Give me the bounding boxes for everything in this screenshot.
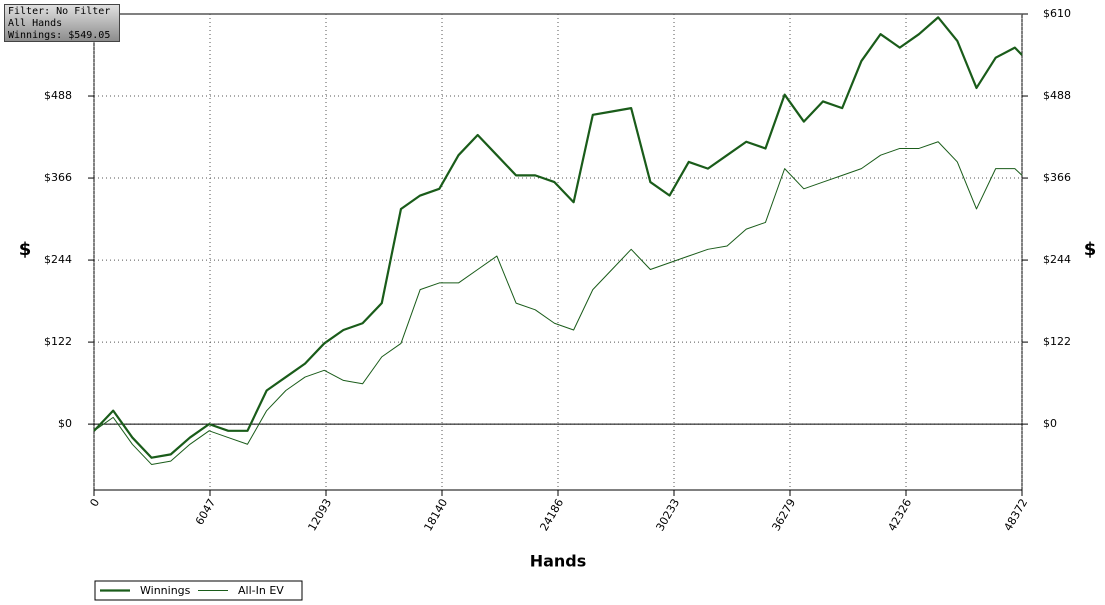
- x-tick-label: 18140: [421, 497, 450, 534]
- info-filter: Filter: No Filter: [8, 6, 111, 17]
- y-tick-label: $0: [58, 417, 72, 430]
- x-tick-label: 6047: [193, 497, 218, 528]
- y2-tick-label: $122: [1043, 335, 1071, 348]
- x-tick-label: 48372: [1001, 497, 1030, 534]
- legend-label: All-In EV: [238, 584, 284, 597]
- info-hands: All Hands: [8, 18, 63, 29]
- x-tick-label: 12093: [305, 497, 334, 534]
- x-axis-label: Hands: [530, 552, 587, 571]
- legend-label: Winnings: [140, 584, 191, 597]
- y-tick-label: $122: [44, 335, 72, 348]
- info-box: Filter: No Filter All Hands Winnings: $5…: [4, 4, 120, 42]
- y2-tick-label: $0: [1043, 417, 1057, 430]
- y-tick-label: $366: [44, 171, 72, 184]
- y-tick-label: $488: [44, 89, 72, 102]
- y2-tick-label: $244: [1043, 253, 1071, 266]
- y2-tick-label: $488: [1043, 89, 1071, 102]
- series-line: [93, 141, 1023, 465]
- x-tick-label: 30233: [653, 497, 682, 534]
- y-axis-label: $: [19, 239, 32, 260]
- y2-tick-label: $366: [1043, 171, 1071, 184]
- x-tick-label: 42326: [885, 497, 914, 534]
- y2-axis-label: $: [1084, 239, 1097, 260]
- y-tick-label: $244: [44, 253, 72, 266]
- info-winnings: Winnings: $549.05: [8, 30, 111, 41]
- series-line: [93, 16, 1023, 459]
- x-tick-label: 0: [87, 497, 102, 510]
- x-tick-label: 36279: [769, 497, 798, 534]
- y2-tick-label: $610: [1043, 7, 1071, 20]
- x-tick-label: 24186: [537, 497, 566, 534]
